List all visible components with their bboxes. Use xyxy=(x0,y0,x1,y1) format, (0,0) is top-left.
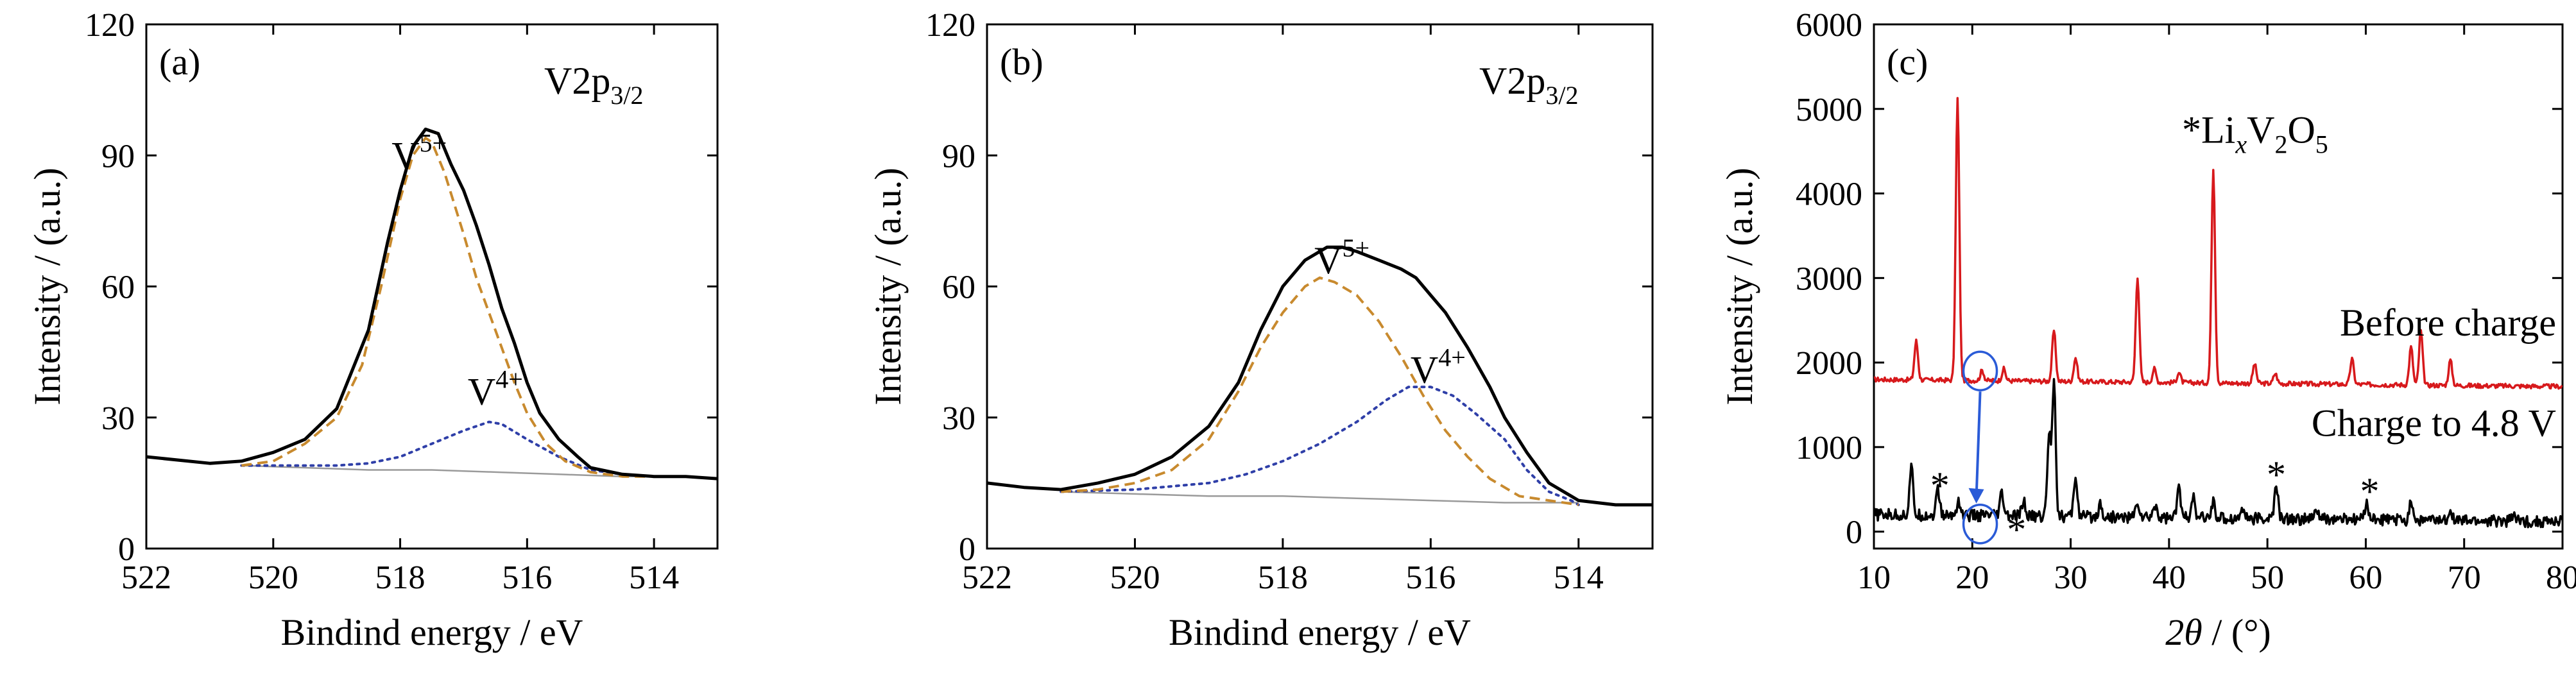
panel-c: 10 20 30 40 50 60 70 80 0 1000 2000 3000 4000 5000 600… xyxy=(1719,7,2576,653)
y-tick-label: 30 xyxy=(942,400,975,437)
peak-label: V4+ xyxy=(1411,343,1466,391)
annotation-li: Li xyxy=(2201,108,2235,151)
y-tick-label: 60 xyxy=(101,269,135,306)
peak-label-sup: 5+ xyxy=(1342,234,1370,262)
x-axis-title-theta: 2θ xyxy=(2165,611,2202,653)
star-mark: * xyxy=(2007,508,2026,550)
star-mark: * xyxy=(2267,454,2286,496)
x-tick-label: 514 xyxy=(1554,559,1604,596)
y-axis-title: Intensity / (a.u.) xyxy=(1719,167,1760,405)
series-line-thin xyxy=(1061,491,1579,504)
peak-label-base: V xyxy=(1314,239,1342,282)
x-tick-label: 514 xyxy=(629,559,679,596)
peak-label-sup: 4+ xyxy=(1438,343,1466,371)
x-tick-label: 50 xyxy=(2251,559,2284,596)
y-tick-label: 3000 xyxy=(1796,260,1862,297)
y-tick-label: 0 xyxy=(118,531,135,568)
x-tick-label: 518 xyxy=(375,559,425,596)
annotation-main: V2p xyxy=(544,60,610,102)
panel-label: (b) xyxy=(1000,41,1043,83)
x-tick-label: 20 xyxy=(1955,559,1989,596)
y-axis-title: Intensity / (a.u.) xyxy=(26,167,68,405)
x-tick-label: 522 xyxy=(962,559,1012,596)
y-tick-label: 1000 xyxy=(1796,430,1862,466)
y-tick-label: 60 xyxy=(942,269,975,306)
plot-area xyxy=(987,245,1653,507)
y-axis-title: Intensity / (a.u.) xyxy=(867,167,909,405)
annotation-main: V2p xyxy=(1479,60,1545,102)
y-tick-label: 2000 xyxy=(1796,345,1862,382)
x-tick-label: 80 xyxy=(2546,559,2576,596)
x-tick-label: 10 xyxy=(1857,559,1891,596)
annotation-v: V xyxy=(2247,108,2274,151)
x-tick-label: 70 xyxy=(2448,559,2481,596)
x-axis-title: 2θ / (°) xyxy=(2165,611,2271,653)
annotation-v2p: V2p3/2 xyxy=(1479,60,1578,110)
series-line-dotted xyxy=(1060,386,1580,506)
x-tick-label: 516 xyxy=(502,559,552,596)
y-tick-label: 4000 xyxy=(1796,176,1862,213)
y-tick-label: 0 xyxy=(959,531,975,568)
series-line-dotted xyxy=(240,420,624,476)
highlight-circle xyxy=(1962,350,1998,392)
panel-label: (a) xyxy=(159,41,200,83)
y-tick-label: 0 xyxy=(1846,515,1862,551)
series-line-solid xyxy=(987,245,1653,507)
peak-label-base: V xyxy=(391,135,419,177)
y-tick-label: 5000 xyxy=(1796,92,1862,128)
peak-label: V5+ xyxy=(1314,234,1370,282)
peak-label-base: V xyxy=(468,370,495,413)
annotation-sub2: 2 xyxy=(2274,130,2287,158)
series-line xyxy=(1874,97,2563,390)
highlight-circle xyxy=(1962,504,1998,545)
annotation-o: O xyxy=(2287,108,2315,151)
annotation-sub: 3/2 xyxy=(610,81,643,110)
star-mark: * xyxy=(2360,470,2380,513)
x-axis-title: Bindind energy / eV xyxy=(1169,611,1471,653)
plot-area xyxy=(146,127,717,481)
peak-label-sup: 4+ xyxy=(495,364,523,393)
peak-label: V5+ xyxy=(391,129,447,177)
x-tick-label: 518 xyxy=(1258,559,1308,596)
arrow-head xyxy=(1968,488,1984,504)
annotation-lixv2o5: *LixV2O5 xyxy=(2182,108,2328,158)
x-tick-label: 60 xyxy=(2349,559,2382,596)
x-tick-label: 40 xyxy=(2152,559,2186,596)
annotation-sub: 3/2 xyxy=(1545,81,1578,110)
x-axis-title: Bindind energy / eV xyxy=(281,611,583,653)
peak-label-sup: 5+ xyxy=(420,129,447,158)
peak-label: V4+ xyxy=(468,364,523,413)
plot-frame xyxy=(1873,23,2564,550)
x-tick-label: 30 xyxy=(2054,559,2088,596)
y-tick-label: 90 xyxy=(942,138,975,175)
series-line xyxy=(1874,378,2563,529)
x-axis-title-unit: / (°) xyxy=(2202,611,2271,653)
x-tick-label: 520 xyxy=(1110,559,1160,596)
plot-area xyxy=(1874,97,2563,529)
annotation-v2p: V2p3/2 xyxy=(544,60,643,110)
series-line-dashed xyxy=(241,137,655,478)
y-tick-label: 120 xyxy=(925,7,975,44)
panel-b: 522 520 518 516 514 0 30 60 90 120 Intensity / (a.… xyxy=(867,7,1654,653)
star-mark: * xyxy=(1930,464,1950,507)
annotation-star: * xyxy=(2182,108,2201,151)
annotation-sub5: 5 xyxy=(2315,130,2328,158)
panel-label: (c) xyxy=(1887,41,1928,83)
panel-a: 522 520 518 516 514 0 30 60 90 120 Intensity / (a.… xyxy=(26,7,719,653)
annotation-x: x xyxy=(2235,130,2247,158)
series-label-before-charge: Before charge xyxy=(2340,302,2556,344)
y-tick-label: 120 xyxy=(85,7,135,44)
x-tick-label: 516 xyxy=(1405,559,1455,596)
x-tick-label: 522 xyxy=(121,559,171,596)
y-tick-label: 6000 xyxy=(1796,7,1862,44)
y-tick-label: 90 xyxy=(101,138,135,175)
peak-label-base: V xyxy=(1411,348,1438,391)
arrow-shaft xyxy=(1975,391,1982,498)
series-line-solid xyxy=(146,127,717,481)
y-tick-label: 30 xyxy=(101,400,135,437)
x-tick-label: 520 xyxy=(248,559,298,596)
series-line-dashed xyxy=(1061,276,1579,506)
series-label-charge: Charge to 4.8 V xyxy=(2312,402,2556,445)
